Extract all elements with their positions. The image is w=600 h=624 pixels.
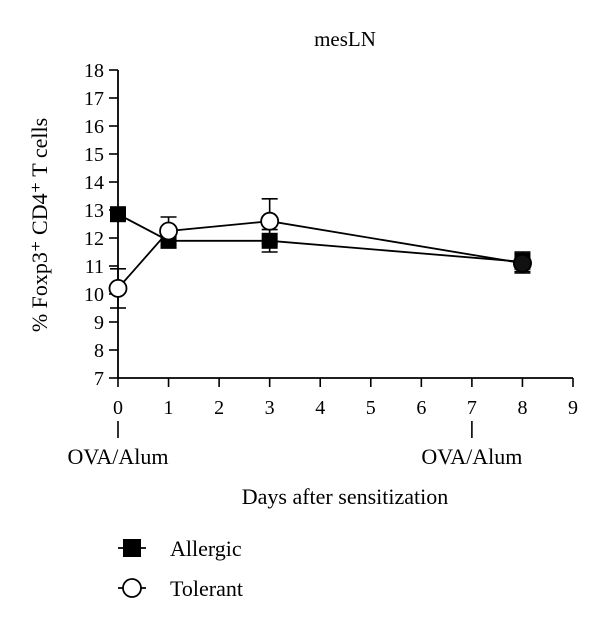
y-tick-label: 13	[84, 200, 104, 222]
y-tick-label: 14	[84, 172, 104, 194]
y-tick-label: 8	[94, 340, 104, 362]
x-tick-label: 5	[366, 397, 376, 419]
legend: Allergic Tolerant	[118, 536, 243, 601]
x-tick-label: 7	[467, 397, 477, 419]
data-point-allergic	[110, 206, 126, 223]
y-ticks: 7 8 9 10 11 12 13 14 15 16 17 18	[84, 60, 118, 390]
chart-title: mesLN	[314, 27, 376, 51]
data-point-tolerant	[159, 221, 178, 241]
data-point-allergic	[261, 232, 278, 249]
plot-area	[108, 198, 532, 309]
x-tick-label: 3	[265, 397, 275, 419]
annotation-label: OVA/Alum	[421, 444, 522, 469]
data-point-tolerant	[108, 278, 128, 298]
x-tick-label: 8	[517, 397, 527, 419]
x-tick-label: 1	[164, 397, 174, 419]
series-line-allergic	[117, 213, 523, 263]
annotations: OVA/Alum OVA/Alum	[67, 421, 522, 469]
x-tick-label: 9	[568, 397, 578, 419]
y-axis-label: % Foxp3⁺ CD4⁺ T cells	[27, 118, 52, 332]
y-tick-label: 18	[84, 60, 104, 82]
y-tick-label: 12	[84, 228, 104, 250]
annotation-label: OVA/Alum	[67, 444, 168, 469]
x-axis-label: Days after sensitization	[242, 484, 449, 509]
legend-label: Tolerant	[170, 576, 243, 601]
y-tick-label: 11	[85, 256, 104, 278]
legend-marker-circle	[122, 578, 142, 598]
series-line-tolerant	[117, 220, 523, 289]
y-tick-label: 7	[94, 368, 104, 390]
x-tick-label: 4	[315, 397, 325, 419]
data-point-tolerant	[260, 211, 280, 231]
x-tick-label: 0	[113, 397, 123, 419]
x-tick-label: 2	[214, 397, 224, 419]
legend-marker-square	[123, 539, 141, 557]
legend-label: Allergic	[170, 536, 242, 561]
y-tick-label: 16	[84, 116, 104, 138]
y-tick-label: 15	[84, 144, 104, 166]
y-tick-label: 17	[84, 88, 104, 110]
data-point-overlap	[513, 253, 532, 273]
y-tick-label: 10	[84, 284, 104, 306]
y-tick-label: 9	[94, 312, 104, 334]
x-tick-label: 6	[416, 397, 426, 419]
x-ticks: 0 1 2 3 4 5 6 7 8 9	[113, 378, 578, 419]
